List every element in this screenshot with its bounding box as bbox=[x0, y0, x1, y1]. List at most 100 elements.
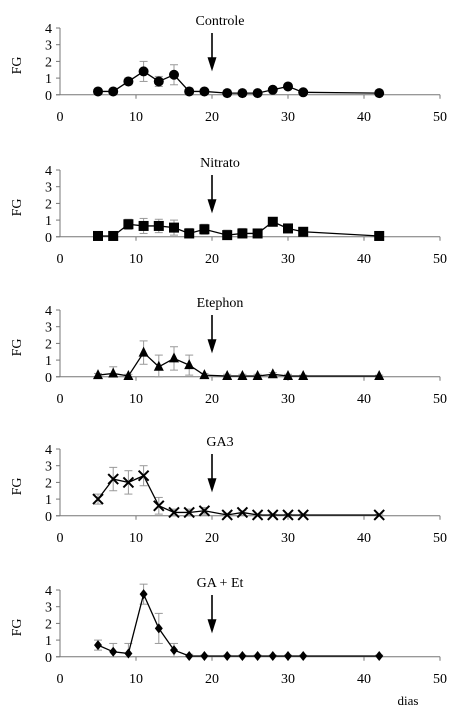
data-point bbox=[251, 509, 264, 521]
y-tick-label: 2 bbox=[45, 337, 52, 352]
data-point bbox=[124, 648, 133, 659]
x-tick-label: 20 bbox=[205, 110, 219, 125]
arrow-head bbox=[207, 199, 217, 214]
y-tick-label: 2 bbox=[45, 476, 52, 491]
data-series bbox=[93, 340, 385, 380]
data-point bbox=[122, 476, 135, 489]
data-series bbox=[93, 216, 385, 241]
arrow-head bbox=[207, 619, 217, 634]
data-point bbox=[168, 506, 180, 519]
x-tick-label: 50 bbox=[433, 392, 447, 407]
data-point bbox=[123, 369, 134, 380]
x-tick-label: 50 bbox=[433, 531, 447, 546]
data-point bbox=[183, 506, 195, 519]
arrow-head bbox=[207, 478, 217, 493]
chart-title: GA + Et bbox=[197, 576, 244, 591]
data-point bbox=[283, 369, 293, 380]
x-tick-label: 40 bbox=[357, 110, 371, 125]
data-point bbox=[236, 506, 249, 519]
data-point bbox=[123, 219, 134, 230]
y-tick-label: 2 bbox=[45, 617, 52, 632]
x-axis-label: dias bbox=[398, 693, 419, 708]
data-point bbox=[153, 220, 164, 231]
y-tick-label: 3 bbox=[45, 39, 52, 54]
data-point bbox=[137, 470, 150, 482]
y-tick-label: 4 bbox=[45, 22, 52, 37]
x-tick-label: 0 bbox=[57, 392, 64, 407]
y-tick-label: 0 bbox=[45, 651, 52, 666]
chart-title: Controle bbox=[196, 14, 245, 29]
data-point bbox=[153, 500, 165, 512]
x-tick-label: 10 bbox=[129, 110, 143, 125]
y-tick-label: 1 bbox=[45, 634, 52, 649]
x-tick-label: 10 bbox=[129, 252, 143, 267]
y-tick-label: 4 bbox=[45, 443, 52, 458]
x-tick-label: 40 bbox=[357, 392, 371, 407]
data-point bbox=[153, 76, 164, 87]
x-tick-label: 50 bbox=[433, 672, 447, 687]
data-point bbox=[138, 346, 149, 357]
y-tick-label: 1 bbox=[45, 214, 52, 229]
x-tick-label: 30 bbox=[281, 110, 295, 125]
data-point bbox=[153, 360, 164, 371]
data-point bbox=[374, 369, 385, 380]
arrow-head bbox=[207, 339, 217, 354]
data-point bbox=[237, 88, 248, 99]
data-point bbox=[298, 369, 309, 380]
data-point bbox=[184, 86, 195, 97]
x-tick-label: 20 bbox=[205, 672, 219, 687]
y-tick-label: 2 bbox=[45, 55, 52, 70]
data-point bbox=[252, 88, 263, 99]
data-point bbox=[184, 228, 195, 239]
data-point bbox=[108, 86, 119, 97]
data-point bbox=[283, 223, 293, 234]
data-point bbox=[222, 88, 233, 99]
x-tick-label: 10 bbox=[129, 392, 143, 407]
y-tick-label: 3 bbox=[45, 181, 52, 196]
chart-title: Nitrato bbox=[200, 156, 240, 171]
chart-title: Etephon bbox=[197, 296, 244, 311]
y-tick-label: 4 bbox=[45, 584, 52, 599]
data-point bbox=[267, 216, 278, 227]
data-point bbox=[107, 473, 119, 485]
y-tick-label: 0 bbox=[45, 89, 52, 104]
x-tick-label: 10 bbox=[129, 672, 143, 687]
y-axis-label: FG bbox=[10, 618, 25, 636]
data-point bbox=[298, 87, 309, 98]
data-point bbox=[93, 369, 103, 380]
y-tick-label: 0 bbox=[45, 371, 52, 386]
data-point bbox=[200, 650, 209, 661]
data-point bbox=[298, 226, 309, 237]
data-point bbox=[223, 650, 232, 661]
data-point bbox=[169, 352, 179, 363]
y-tick-label: 2 bbox=[45, 197, 52, 212]
y-tick-label: 3 bbox=[45, 460, 52, 475]
y-tick-label: 0 bbox=[45, 231, 52, 246]
data-point bbox=[184, 359, 195, 370]
data-point bbox=[108, 230, 119, 241]
x-tick-label: 20 bbox=[205, 252, 219, 267]
data-point bbox=[93, 230, 103, 241]
data-point bbox=[267, 84, 278, 95]
data-point bbox=[267, 368, 278, 379]
data-point bbox=[267, 509, 279, 521]
x-tick-label: 0 bbox=[57, 672, 64, 687]
x-tick-label: 20 bbox=[205, 392, 219, 407]
data-point bbox=[170, 645, 178, 656]
y-axis-label: FG bbox=[10, 198, 25, 216]
data-point bbox=[299, 650, 308, 661]
data-point bbox=[237, 369, 248, 380]
data-series bbox=[92, 465, 385, 521]
x-tick-label: 40 bbox=[357, 672, 371, 687]
data-point bbox=[252, 228, 263, 239]
x-tick-label: 40 bbox=[357, 531, 371, 546]
data-point bbox=[123, 76, 134, 87]
x-tick-label: 40 bbox=[357, 252, 371, 267]
data-point bbox=[94, 640, 102, 651]
data-point bbox=[139, 589, 148, 600]
data-point bbox=[169, 222, 179, 233]
